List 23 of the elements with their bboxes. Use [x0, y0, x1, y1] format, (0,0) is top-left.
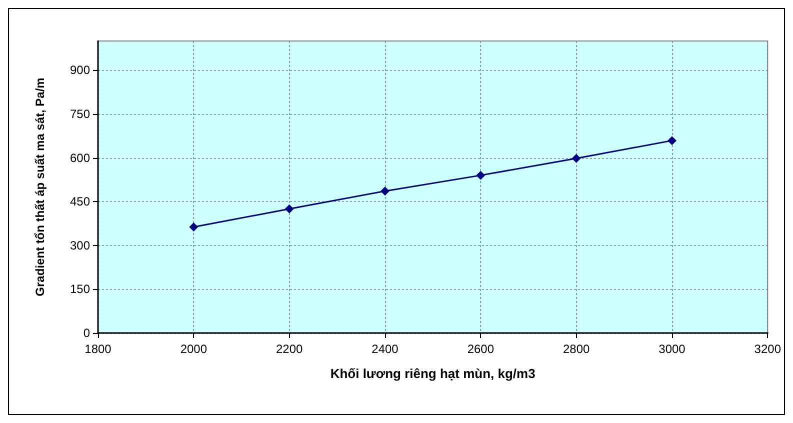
point [572, 154, 581, 163]
y-tick-label: 450 [70, 194, 90, 209]
x-tick-label: 2000 [180, 342, 208, 356]
x-tick-label: 3200 [754, 342, 782, 356]
x-axis-title: Khối lương riêng hạt mùn, kg/m3 [330, 366, 536, 381]
point [284, 204, 294, 214]
y-axis-title: Gradient tổn thất áp suất ma sát, Pa/m [33, 78, 47, 296]
y-tick-label: 150 [70, 282, 90, 296]
point [189, 222, 198, 232]
y-tick-label: 600 [70, 150, 90, 165]
point [476, 170, 486, 180]
x-tick-label: 2400 [372, 342, 399, 356]
point [667, 136, 676, 146]
x-tick-label: 3000 [658, 342, 686, 356]
y-tick-label: 750 [70, 107, 90, 121]
y-tick-label: 300 [70, 238, 90, 252]
x-tick-label: 1800 [84, 342, 112, 356]
y-tick-label: 0 [83, 326, 90, 340]
y-tick-label: 900 [70, 63, 90, 78]
point [380, 186, 390, 196]
x-tick-label: 2600 [467, 342, 494, 356]
x-tick-label: 2800 [562, 342, 590, 356]
x-tick-label: 2200 [276, 342, 303, 356]
